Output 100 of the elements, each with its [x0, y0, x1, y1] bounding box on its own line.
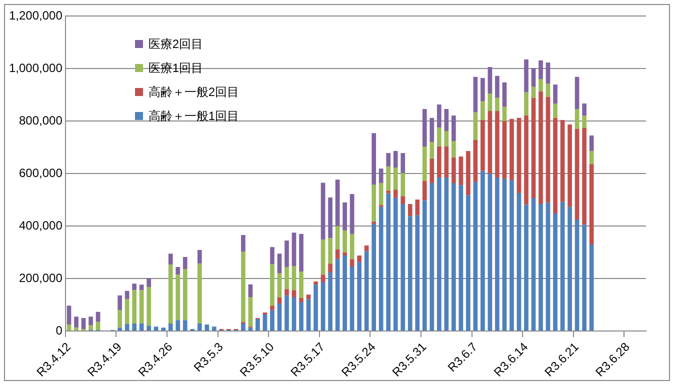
bar — [582, 116, 586, 128]
bar — [372, 184, 376, 222]
bar — [292, 296, 296, 331]
bar — [488, 174, 492, 331]
bar — [408, 216, 412, 331]
bar — [480, 120, 485, 171]
bar — [488, 111, 492, 174]
bar — [531, 68, 536, 87]
bar — [335, 180, 340, 226]
bar — [66, 306, 72, 325]
y-tick-label: 600,000 — [18, 166, 63, 180]
bar — [589, 135, 594, 151]
bar — [96, 322, 100, 330]
bar — [270, 264, 274, 306]
bar — [393, 168, 398, 190]
bar — [546, 202, 550, 331]
bar — [393, 150, 398, 168]
bar — [299, 234, 304, 272]
bar — [284, 289, 289, 296]
bar — [574, 220, 580, 331]
bar — [451, 183, 456, 331]
bar — [516, 192, 522, 331]
bar — [531, 98, 536, 198]
bar — [168, 323, 173, 331]
bar — [436, 128, 442, 147]
bar — [241, 323, 246, 331]
bar — [553, 213, 558, 331]
bar — [212, 326, 216, 331]
bar — [444, 108, 449, 132]
y-tick-label: 800,000 — [18, 113, 63, 128]
bar — [582, 224, 586, 331]
bar — [444, 131, 449, 147]
bar — [364, 245, 369, 252]
bar — [502, 106, 507, 122]
bar — [350, 259, 354, 267]
bar — [524, 116, 528, 205]
bar — [393, 190, 398, 198]
bar — [292, 290, 296, 297]
bar — [139, 290, 144, 324]
bar — [524, 92, 528, 116]
bar — [473, 140, 478, 182]
bar — [118, 295, 122, 310]
bar — [553, 103, 558, 118]
bar — [320, 182, 326, 240]
bar — [458, 156, 464, 186]
bar — [81, 318, 86, 329]
bar — [553, 84, 558, 104]
legend-label: 高齢＋一般1回目 — [148, 108, 240, 124]
bar — [488, 66, 492, 94]
bar — [299, 271, 304, 298]
bar — [277, 254, 282, 274]
bar — [182, 257, 188, 270]
bar — [553, 118, 558, 214]
bar — [292, 266, 296, 290]
bar — [328, 197, 332, 238]
bar — [473, 112, 478, 140]
bar — [516, 118, 522, 193]
bar — [335, 259, 340, 331]
bar — [277, 304, 282, 331]
y-tick-label: 200,000 — [18, 270, 63, 285]
bar — [400, 196, 406, 204]
bar — [458, 185, 464, 331]
bar — [378, 206, 384, 331]
bar — [502, 121, 507, 179]
bar — [306, 299, 311, 331]
bar — [350, 266, 354, 331]
bar — [574, 108, 580, 129]
bar — [473, 76, 478, 112]
bar — [96, 312, 100, 322]
bar — [422, 200, 427, 331]
bar — [568, 124, 572, 207]
bar — [502, 82, 507, 107]
bar — [314, 281, 318, 285]
bar — [306, 294, 311, 300]
bar — [342, 202, 347, 231]
bar — [378, 183, 384, 206]
bar — [88, 316, 93, 326]
bar — [524, 204, 528, 331]
bar — [118, 310, 122, 328]
bar — [350, 194, 354, 234]
bar — [182, 269, 188, 320]
bar — [74, 328, 78, 331]
bar — [284, 295, 289, 331]
bar — [538, 79, 543, 92]
bar — [400, 173, 406, 196]
bar — [488, 93, 492, 112]
bar — [146, 286, 152, 326]
bar — [415, 200, 420, 216]
bar — [277, 297, 282, 304]
bar — [335, 249, 340, 260]
y-tick-label: 1,000,000 — [8, 60, 63, 75]
bar — [430, 158, 434, 183]
bar — [241, 252, 246, 322]
bar — [430, 183, 434, 331]
bar — [466, 150, 470, 196]
bar — [386, 190, 391, 194]
bar — [546, 83, 550, 97]
bar — [574, 76, 580, 109]
bar — [132, 323, 137, 331]
y-tick-label: 1,200,000 — [8, 8, 63, 22]
